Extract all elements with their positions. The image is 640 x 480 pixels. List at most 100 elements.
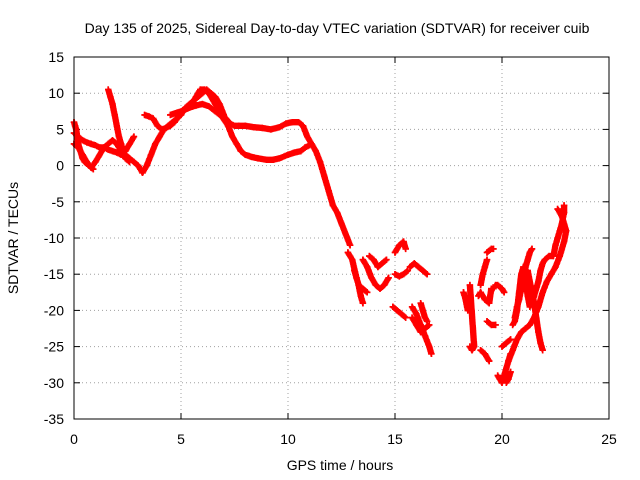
data-point bbox=[105, 140, 112, 148]
data-point bbox=[391, 249, 399, 256]
data-point bbox=[192, 102, 200, 109]
data-point bbox=[173, 109, 180, 116]
data-point bbox=[284, 151, 292, 158]
x-axis-label: GPS time / hours bbox=[287, 457, 394, 473]
data-point bbox=[158, 126, 165, 133]
data-point bbox=[291, 149, 298, 156]
data-point bbox=[400, 271, 407, 278]
data-point bbox=[135, 162, 142, 169]
data-point bbox=[372, 281, 379, 289]
data-point bbox=[79, 137, 86, 144]
data-point bbox=[276, 155, 283, 162]
data-point bbox=[282, 120, 290, 127]
data-point bbox=[109, 137, 116, 144]
data-point bbox=[509, 321, 516, 329]
data-point bbox=[363, 263, 371, 271]
data-point bbox=[83, 139, 91, 146]
data-point bbox=[408, 314, 416, 321]
data-point bbox=[494, 281, 501, 289]
data-point bbox=[479, 271, 486, 278]
data-point bbox=[423, 318, 431, 325]
data-point bbox=[235, 122, 242, 129]
data-point bbox=[524, 267, 531, 274]
data-point bbox=[558, 213, 566, 220]
data-point bbox=[396, 242, 403, 249]
data-point bbox=[396, 273, 403, 280]
y-tick-label: -25 bbox=[44, 339, 64, 355]
y-tick-label: 5 bbox=[56, 121, 64, 137]
data-point bbox=[120, 147, 127, 155]
plot-frame bbox=[73, 56, 610, 420]
data-point bbox=[530, 292, 538, 300]
data-point bbox=[212, 93, 219, 101]
data-point bbox=[483, 256, 491, 263]
data-point bbox=[511, 318, 519, 325]
data-point bbox=[505, 375, 512, 383]
data-point bbox=[530, 299, 538, 307]
data-point bbox=[554, 205, 561, 213]
data-point bbox=[355, 281, 362, 289]
data-point bbox=[503, 379, 510, 386]
data-point bbox=[470, 343, 478, 350]
data-point bbox=[507, 336, 514, 343]
data-point bbox=[485, 357, 493, 365]
data-point bbox=[417, 328, 424, 336]
data-point bbox=[485, 299, 493, 307]
data-point bbox=[113, 149, 120, 156]
data-point bbox=[351, 267, 358, 274]
data-point bbox=[79, 155, 86, 162]
data-point bbox=[408, 303, 416, 310]
data-point bbox=[500, 289, 508, 296]
data-point bbox=[496, 375, 504, 383]
data-point bbox=[490, 285, 497, 292]
data-point bbox=[130, 133, 138, 140]
data-point bbox=[518, 271, 525, 278]
data-point bbox=[554, 234, 561, 242]
data-point bbox=[533, 314, 540, 321]
data-point bbox=[539, 289, 546, 296]
x-tick-label: 0 bbox=[70, 431, 78, 447]
data-point bbox=[518, 328, 525, 336]
data-point bbox=[299, 122, 307, 129]
data-point bbox=[460, 289, 467, 296]
data-point bbox=[141, 111, 148, 119]
data-point bbox=[492, 321, 499, 329]
y-tick-label: -20 bbox=[44, 302, 64, 318]
data-point bbox=[143, 162, 150, 169]
data-point bbox=[237, 147, 245, 155]
data-point bbox=[171, 118, 178, 126]
y-axis-label: SDTVAR / TECUs bbox=[5, 182, 21, 294]
data-point bbox=[107, 93, 114, 101]
data-point bbox=[190, 97, 198, 104]
data-point bbox=[248, 153, 255, 161]
data-point bbox=[515, 289, 523, 296]
data-point bbox=[301, 144, 309, 151]
data-point bbox=[509, 347, 516, 354]
data-point bbox=[167, 111, 174, 119]
data-point bbox=[222, 115, 230, 122]
y-tick-label: 10 bbox=[48, 85, 64, 101]
data-point bbox=[381, 281, 388, 289]
data-point bbox=[321, 173, 328, 180]
data-point bbox=[74, 133, 81, 140]
data-point bbox=[205, 90, 213, 97]
data-point bbox=[558, 220, 566, 227]
data-point bbox=[404, 267, 412, 274]
data-point bbox=[212, 108, 219, 115]
data-point bbox=[242, 151, 249, 158]
data-point bbox=[186, 104, 193, 111]
data-point bbox=[426, 343, 433, 350]
data-point bbox=[115, 133, 123, 140]
data-point bbox=[109, 147, 116, 155]
data-point bbox=[344, 249, 352, 256]
data-point bbox=[199, 100, 206, 108]
data-point bbox=[417, 299, 424, 307]
data-point bbox=[385, 274, 392, 282]
data-point bbox=[109, 100, 116, 108]
y-tick-label: -30 bbox=[44, 375, 64, 391]
x-tick-label: 10 bbox=[280, 431, 296, 447]
data-point bbox=[498, 343, 506, 350]
data-point bbox=[149, 115, 157, 122]
data-point bbox=[391, 271, 399, 278]
